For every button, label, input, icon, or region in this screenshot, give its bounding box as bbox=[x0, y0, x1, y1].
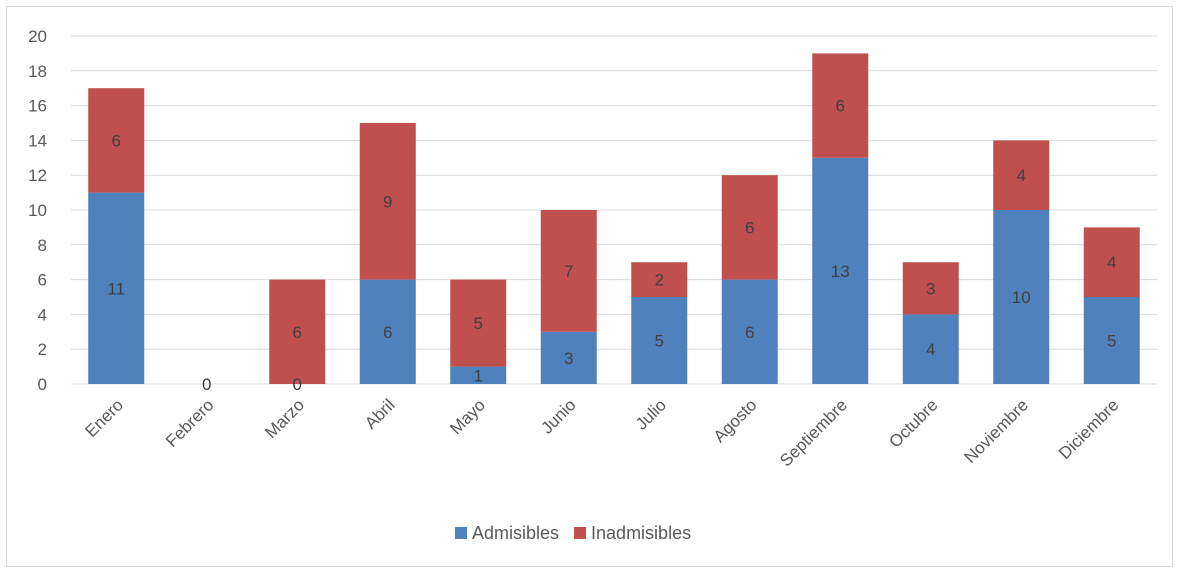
x-tick-label: Noviembre bbox=[961, 395, 1033, 467]
bar-inadmisibles-septiembre bbox=[812, 53, 869, 158]
data-label-inadmisibles-abril: 9 bbox=[383, 192, 392, 211]
bar-inadmisibles-marzo bbox=[269, 279, 326, 384]
bar-inadmisibles-agosto bbox=[721, 175, 778, 280]
data-label-admisibles-agosto: 6 bbox=[745, 323, 754, 342]
data-label-inadmisibles-junio: 7 bbox=[564, 262, 573, 281]
x-tick-label: Agosto bbox=[710, 395, 761, 446]
legend: Admisibles Inadmisibles bbox=[455, 523, 691, 543]
data-label-inadmisibles-octubre: 3 bbox=[926, 279, 935, 298]
y-tick-label: 12 bbox=[28, 166, 47, 185]
data-label-inadmisibles-julio: 2 bbox=[655, 271, 664, 290]
bar-admisibles-abril bbox=[359, 279, 416, 384]
bar-inadmisibles-enero bbox=[88, 88, 145, 193]
y-tick-label: 2 bbox=[38, 340, 47, 359]
y-tick-label: 14 bbox=[28, 131, 47, 150]
bar-inadmisibles-diciembre bbox=[1083, 227, 1140, 297]
x-axis-ticks: Enero Febrero Marzo Abril Mayo Junio Julio Agos… bbox=[82, 395, 1123, 470]
data-label-admisibles-junio: 3 bbox=[564, 349, 573, 368]
y-tick-label: 0 bbox=[38, 375, 47, 394]
bar-inadmisibles-julio bbox=[631, 262, 688, 297]
bar-admisibles-agosto bbox=[721, 279, 778, 384]
data-label-inadmisibles-agosto: 6 bbox=[745, 218, 754, 237]
x-tick-label: Mayo bbox=[446, 395, 489, 438]
x-tick-label: Junio bbox=[537, 395, 579, 437]
bar-admisibles-octubre bbox=[902, 314, 959, 384]
data-label-admisibles-diciembre: 5 bbox=[1107, 332, 1116, 351]
x-tick-label: Diciembre bbox=[1055, 395, 1123, 463]
data-label-inadmisibles-marzo: 6 bbox=[293, 323, 302, 342]
data-label-inadmisibles-diciembre: 4 bbox=[1107, 253, 1116, 272]
bar-admisibles-junio bbox=[540, 331, 597, 384]
bar-admisibles-noviembre bbox=[993, 210, 1050, 384]
x-tick-label: Julio bbox=[632, 395, 670, 433]
data-label-inadmisibles-noviembre: 4 bbox=[1017, 166, 1026, 185]
y-tick-label: 8 bbox=[38, 236, 47, 255]
gridlines bbox=[71, 35, 1157, 385]
y-tick-label: 16 bbox=[28, 97, 47, 116]
data-label-admisibles-septiembre: 13 bbox=[831, 262, 850, 281]
bar-inadmisibles-abril bbox=[359, 123, 416, 280]
x-tick-label: Septiembre bbox=[776, 395, 851, 470]
x-tick-label: Abril bbox=[361, 395, 398, 432]
data-label-admisibles-abril: 6 bbox=[383, 323, 392, 342]
y-tick-label: 20 bbox=[28, 27, 47, 46]
chart-frame: 0 2 4 6 8 10 12 14 16 18 20 11 6 0 0 6 6 9 1 5 3 7 5 2 6 6 13 6 4 3 1… bbox=[6, 6, 1173, 567]
bar-admisibles-septiembre bbox=[812, 157, 869, 384]
data-label-inadmisibles-mayo: 5 bbox=[474, 314, 483, 333]
data-label-inadmisibles-enero: 6 bbox=[112, 131, 121, 150]
y-tick-label: 10 bbox=[28, 201, 47, 220]
x-tick-label: Febrero bbox=[162, 395, 218, 451]
data-label-inadmisibles-septiembre: 6 bbox=[836, 97, 845, 116]
bars bbox=[88, 53, 1140, 384]
y-tick-label: 4 bbox=[38, 305, 47, 324]
x-tick-label: Marzo bbox=[261, 395, 308, 442]
bar-inadmisibles-noviembre bbox=[993, 140, 1050, 210]
bar-admisibles-enero bbox=[88, 192, 145, 384]
data-label-admisibles-octubre: 4 bbox=[926, 340, 935, 359]
x-tick-label: Enero bbox=[82, 395, 128, 441]
bar-inadmisibles-junio bbox=[540, 210, 597, 332]
data-labels: 11 6 0 0 6 6 9 1 5 3 7 5 2 6 6 13 6 4 3 10 4 5 4 bbox=[107, 97, 1116, 394]
bar-admisibles-julio bbox=[631, 297, 688, 384]
data-label-admisibles-mayo: 1 bbox=[474, 366, 483, 385]
data-label-admisibles-marzo: 0 bbox=[293, 375, 302, 394]
bar-admisibles-diciembre bbox=[1083, 297, 1140, 384]
legend-swatch-admisibles bbox=[455, 527, 467, 539]
data-label-admisibles-enero: 11 bbox=[107, 279, 125, 298]
y-tick-label: 18 bbox=[28, 62, 47, 81]
data-label-admisibles-noviembre: 10 bbox=[1012, 288, 1031, 307]
data-label-admisibles-julio: 5 bbox=[655, 332, 664, 351]
bar-inadmisibles-mayo bbox=[450, 279, 507, 367]
y-tick-label: 6 bbox=[38, 271, 47, 290]
legend-label-inadmisibles: Inadmisibles bbox=[591, 523, 691, 543]
legend-label-admisibles: Admisibles bbox=[472, 523, 559, 543]
y-axis-ticks: 0 2 4 6 8 10 12 14 16 18 20 bbox=[28, 27, 47, 394]
legend-swatch-inadmisibles bbox=[574, 527, 587, 539]
data-label-admisibles-febrero: 0 bbox=[202, 375, 211, 394]
x-tick-label: Octubre bbox=[885, 395, 941, 451]
bar-admisibles-mayo bbox=[450, 366, 507, 384]
bar-inadmisibles-octubre bbox=[902, 262, 959, 315]
